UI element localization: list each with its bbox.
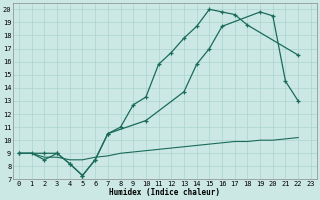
X-axis label: Humidex (Indice chaleur): Humidex (Indice chaleur) — [109, 188, 220, 197]
